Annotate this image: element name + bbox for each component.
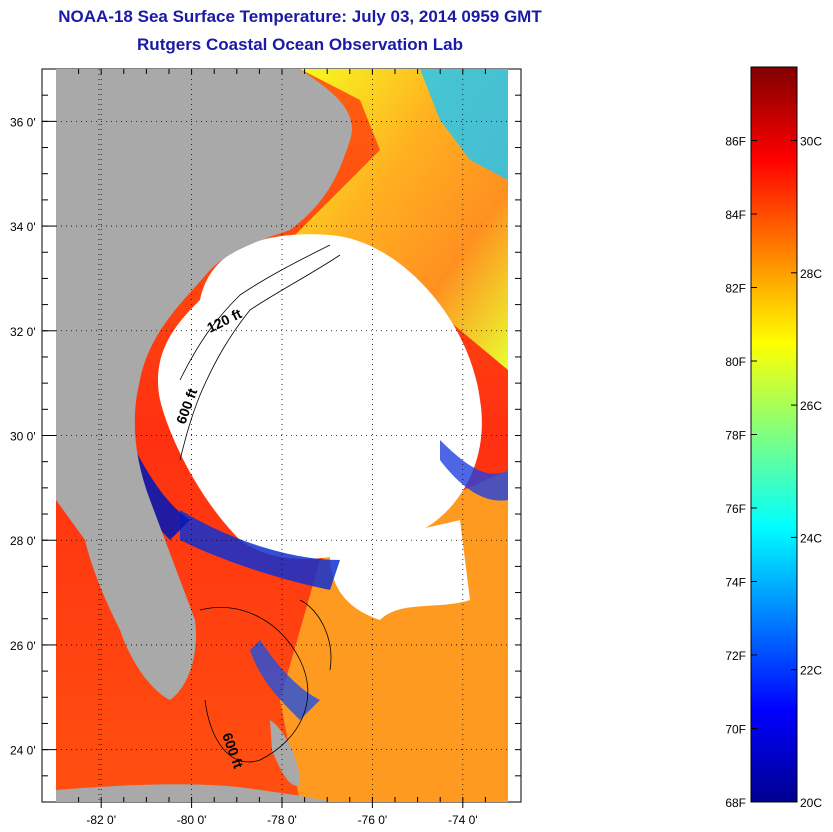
cool-rim-east [440, 440, 508, 501]
colorbar-f-label: 74F [725, 576, 746, 590]
colorbar-f-label: 70F [725, 723, 746, 737]
lat-tick-label: 26 0' [10, 639, 36, 653]
lon-tick-label: -76 0' [358, 813, 388, 827]
land-cuba [56, 784, 340, 802]
colorbar-c-label: 22C [800, 664, 822, 678]
colorbar-c-label: 30C [800, 135, 822, 149]
ocean-north-band [290, 69, 508, 370]
colorbar-f-label: 82F [725, 282, 746, 296]
colorbar-c-label: 20C [800, 796, 822, 810]
lat-tick-label: 30 0' [10, 430, 36, 444]
lon-tick-label: -80 0' [177, 813, 207, 827]
colorbar-f-label: 84F [725, 208, 746, 222]
contour-600ft [179, 254, 341, 461]
colorbar-f-label: 76F [725, 502, 746, 516]
map-subtitle: Rutgers Coastal Ocean Observation Lab [137, 35, 463, 54]
land-andros [270, 720, 300, 786]
cool-patch-north [420, 69, 508, 180]
lon-tick-label: -78 0' [267, 813, 297, 827]
contour-bahamas [199, 607, 309, 763]
lat-tick-label: 32 0' [10, 325, 36, 339]
lat-tick-label: 34 0' [10, 220, 36, 234]
colorbar-f-label: 68F [725, 796, 746, 810]
cool-rim-south [180, 510, 340, 590]
lon-tick-label: -82 0' [86, 813, 116, 827]
cool-patch-bahamas [250, 640, 320, 720]
lat-tick-label: 28 0' [10, 534, 36, 548]
cloud-patch-south [330, 520, 470, 620]
colorbar-ticks: 86F 84F 82F 80F 78F 76F 74F 72F 70F 68F 30C 28C 26C 2… [725, 135, 822, 811]
lat-tick-label: 36 0' [10, 115, 36, 129]
lon-tick-label: -74 0' [448, 813, 478, 827]
cloud-mass [158, 234, 482, 559]
map-title: NOAA-18 Sea Surface Temperature: July 03… [58, 7, 542, 26]
colorbar-f-label: 80F [725, 355, 746, 369]
colorbar-f-label: 86F [725, 135, 746, 149]
colorbar-f-label: 78F [725, 429, 746, 443]
colorbar [750, 66, 798, 803]
axis-ticks: -82 0' -80 0' -78 0' -76 0' -74 0' 36 0' 34 0'… [10, 69, 521, 827]
colorbar-f-label: 72F [725, 649, 746, 663]
sst-field [56, 69, 508, 802]
grid-lines [56, 69, 508, 802]
colorbar-c-label: 28C [800, 267, 822, 281]
contour-bank [299, 599, 332, 671]
colorbar-c-label: 24C [800, 531, 822, 545]
land-southeast-us [56, 69, 352, 700]
lat-tick-label: 24 0' [10, 744, 36, 758]
colorbar-c-label: 26C [800, 399, 822, 413]
contour-120ft [179, 244, 331, 381]
